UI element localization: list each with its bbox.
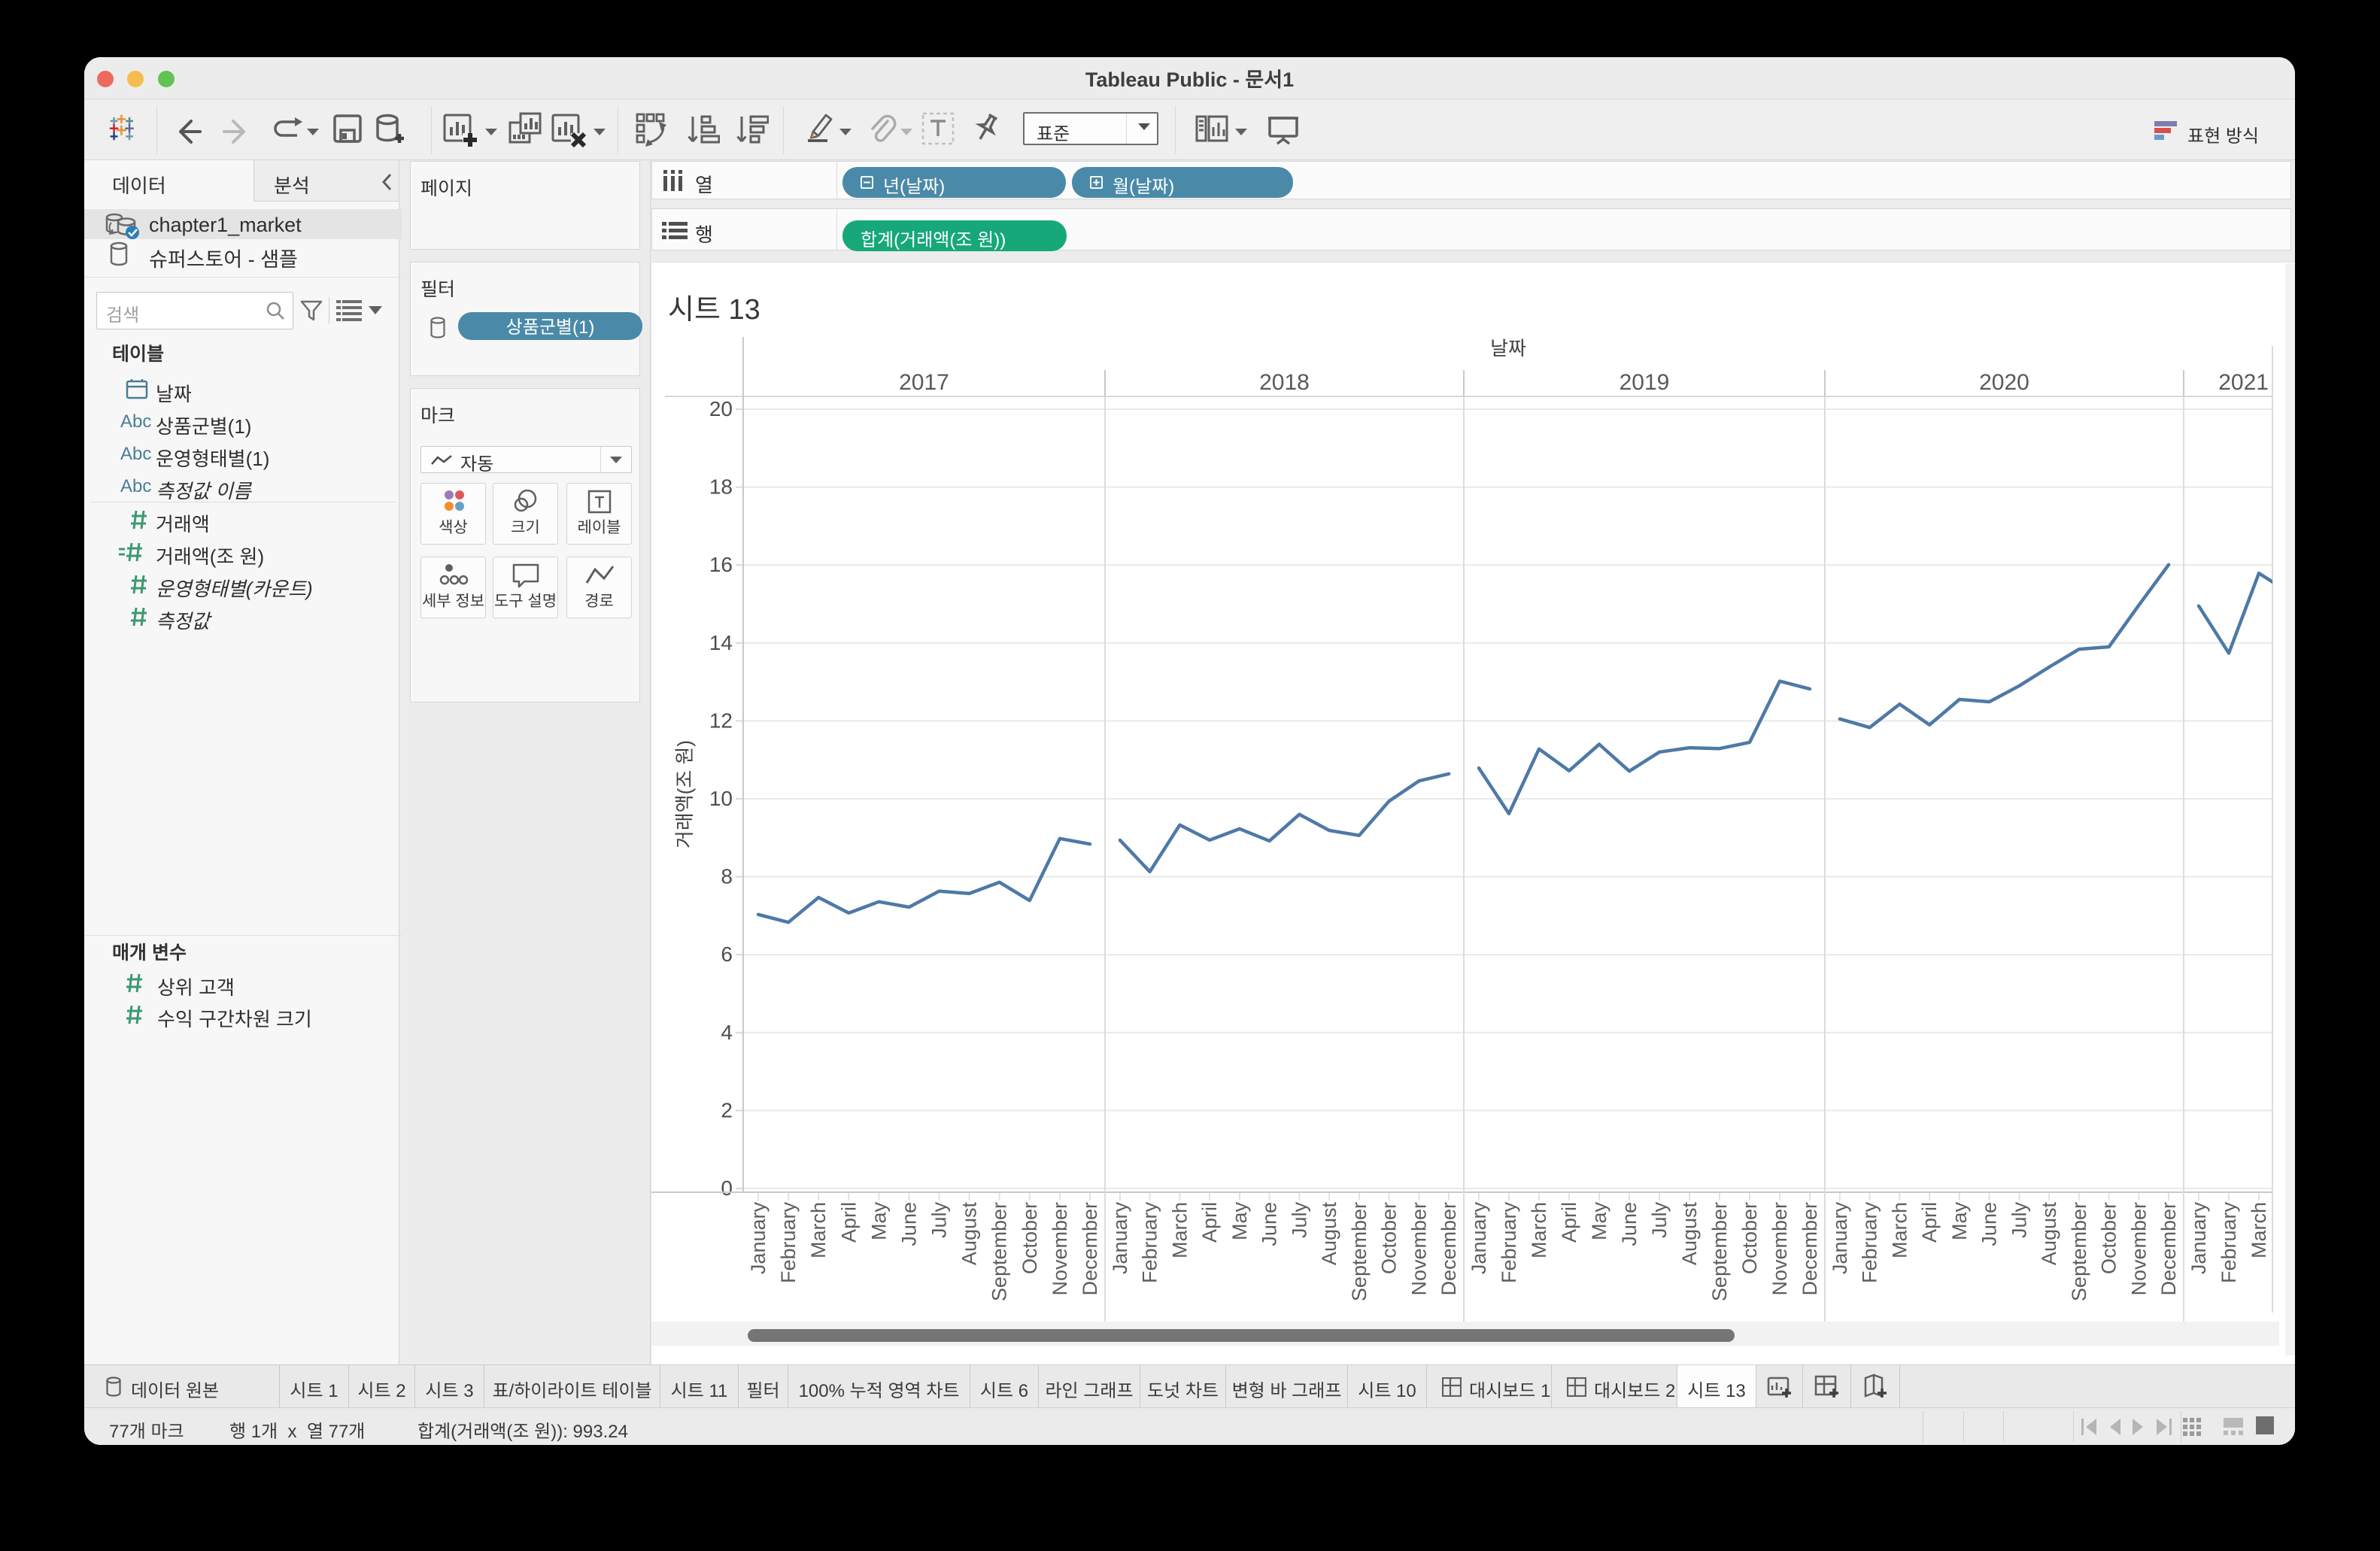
svg-text:2019: 2019: [1620, 363, 1670, 396]
svg-text:August: August: [953, 1202, 982, 1266]
svg-text:October: October: [1733, 1202, 1762, 1274]
svg-text:2018: 2018: [1259, 363, 1310, 396]
svg-text:November: November: [1763, 1202, 1793, 1296]
svg-text:September: September: [1703, 1202, 1732, 1301]
svg-text:July: July: [923, 1202, 952, 1239]
svg-text:September: September: [983, 1202, 1012, 1301]
svg-text:June: June: [893, 1202, 922, 1246]
svg-text:12: 12: [709, 704, 733, 734]
svg-text:March: March: [1163, 1202, 1192, 1258]
svg-text:December: December: [1793, 1202, 1823, 1296]
svg-text:March: March: [802, 1202, 831, 1258]
svg-text:September: September: [2063, 1202, 2092, 1301]
svg-text:August: August: [1313, 1202, 1342, 1266]
svg-text:November: November: [1402, 1202, 1431, 1296]
svg-text:April: April: [1913, 1202, 1942, 1243]
svg-text:April: April: [832, 1202, 861, 1243]
svg-text:0: 0: [721, 1172, 733, 1202]
svg-text:4: 4: [721, 1016, 733, 1046]
svg-text:July: July: [2002, 1202, 2032, 1239]
svg-text:February: February: [1134, 1202, 1163, 1284]
svg-text:March: March: [1883, 1202, 1912, 1258]
svg-text:2021: 2021: [2218, 363, 2269, 396]
svg-text:October: October: [2093, 1202, 2122, 1274]
svg-text:June: June: [1253, 1202, 1283, 1246]
svg-text:June: June: [1613, 1202, 1642, 1246]
svg-text:April: April: [1193, 1202, 1222, 1243]
svg-text:January: January: [1823, 1202, 1853, 1275]
svg-text:2: 2: [721, 1094, 733, 1124]
svg-text:July: July: [1283, 1202, 1312, 1239]
svg-text:January: January: [742, 1202, 771, 1275]
svg-text:거래액(조 원): 거래액(조 원): [669, 740, 697, 848]
svg-text:August: August: [2032, 1202, 2062, 1266]
svg-text:January: January: [1462, 1202, 1492, 1275]
svg-text:February: February: [1492, 1202, 1522, 1284]
svg-text:April: April: [1553, 1202, 1582, 1243]
svg-text:January: January: [2182, 1202, 2212, 1275]
svg-text:November: November: [1043, 1202, 1073, 1296]
svg-text:2020: 2020: [1979, 363, 2029, 396]
svg-text:November: November: [2122, 1202, 2151, 1296]
svg-text:December: December: [1073, 1202, 1103, 1296]
svg-text:February: February: [772, 1202, 801, 1284]
svg-text:August: August: [1673, 1202, 1702, 1266]
svg-text:May: May: [1583, 1202, 1612, 1241]
svg-text:May: May: [1223, 1202, 1252, 1241]
svg-text:16: 16: [709, 548, 733, 578]
svg-text:14: 14: [709, 627, 733, 657]
svg-text:June: June: [1973, 1202, 2002, 1246]
svg-text:July: July: [1643, 1202, 1672, 1239]
svg-text:6: 6: [721, 938, 733, 968]
svg-text:20: 20: [709, 393, 733, 423]
svg-text:October: October: [1373, 1202, 1402, 1274]
svg-text:May: May: [1943, 1202, 1972, 1241]
svg-text:May: May: [862, 1202, 891, 1241]
svg-text:March: March: [2242, 1202, 2272, 1258]
svg-text:10: 10: [709, 782, 733, 812]
svg-text:January: January: [1103, 1202, 1133, 1275]
svg-text:October: October: [1013, 1202, 1043, 1274]
svg-text:날짜: 날짜: [1490, 333, 1526, 361]
svg-text:September: September: [1343, 1202, 1372, 1301]
svg-text:8: 8: [721, 860, 733, 891]
svg-text:December: December: [2152, 1202, 2181, 1296]
svg-text:March: March: [1522, 1202, 1552, 1258]
svg-text:February: February: [2212, 1202, 2242, 1284]
svg-text:18: 18: [709, 471, 733, 501]
svg-text:2017: 2017: [899, 363, 949, 396]
svg-text:December: December: [1432, 1202, 1462, 1296]
svg-text:February: February: [1853, 1202, 1883, 1284]
